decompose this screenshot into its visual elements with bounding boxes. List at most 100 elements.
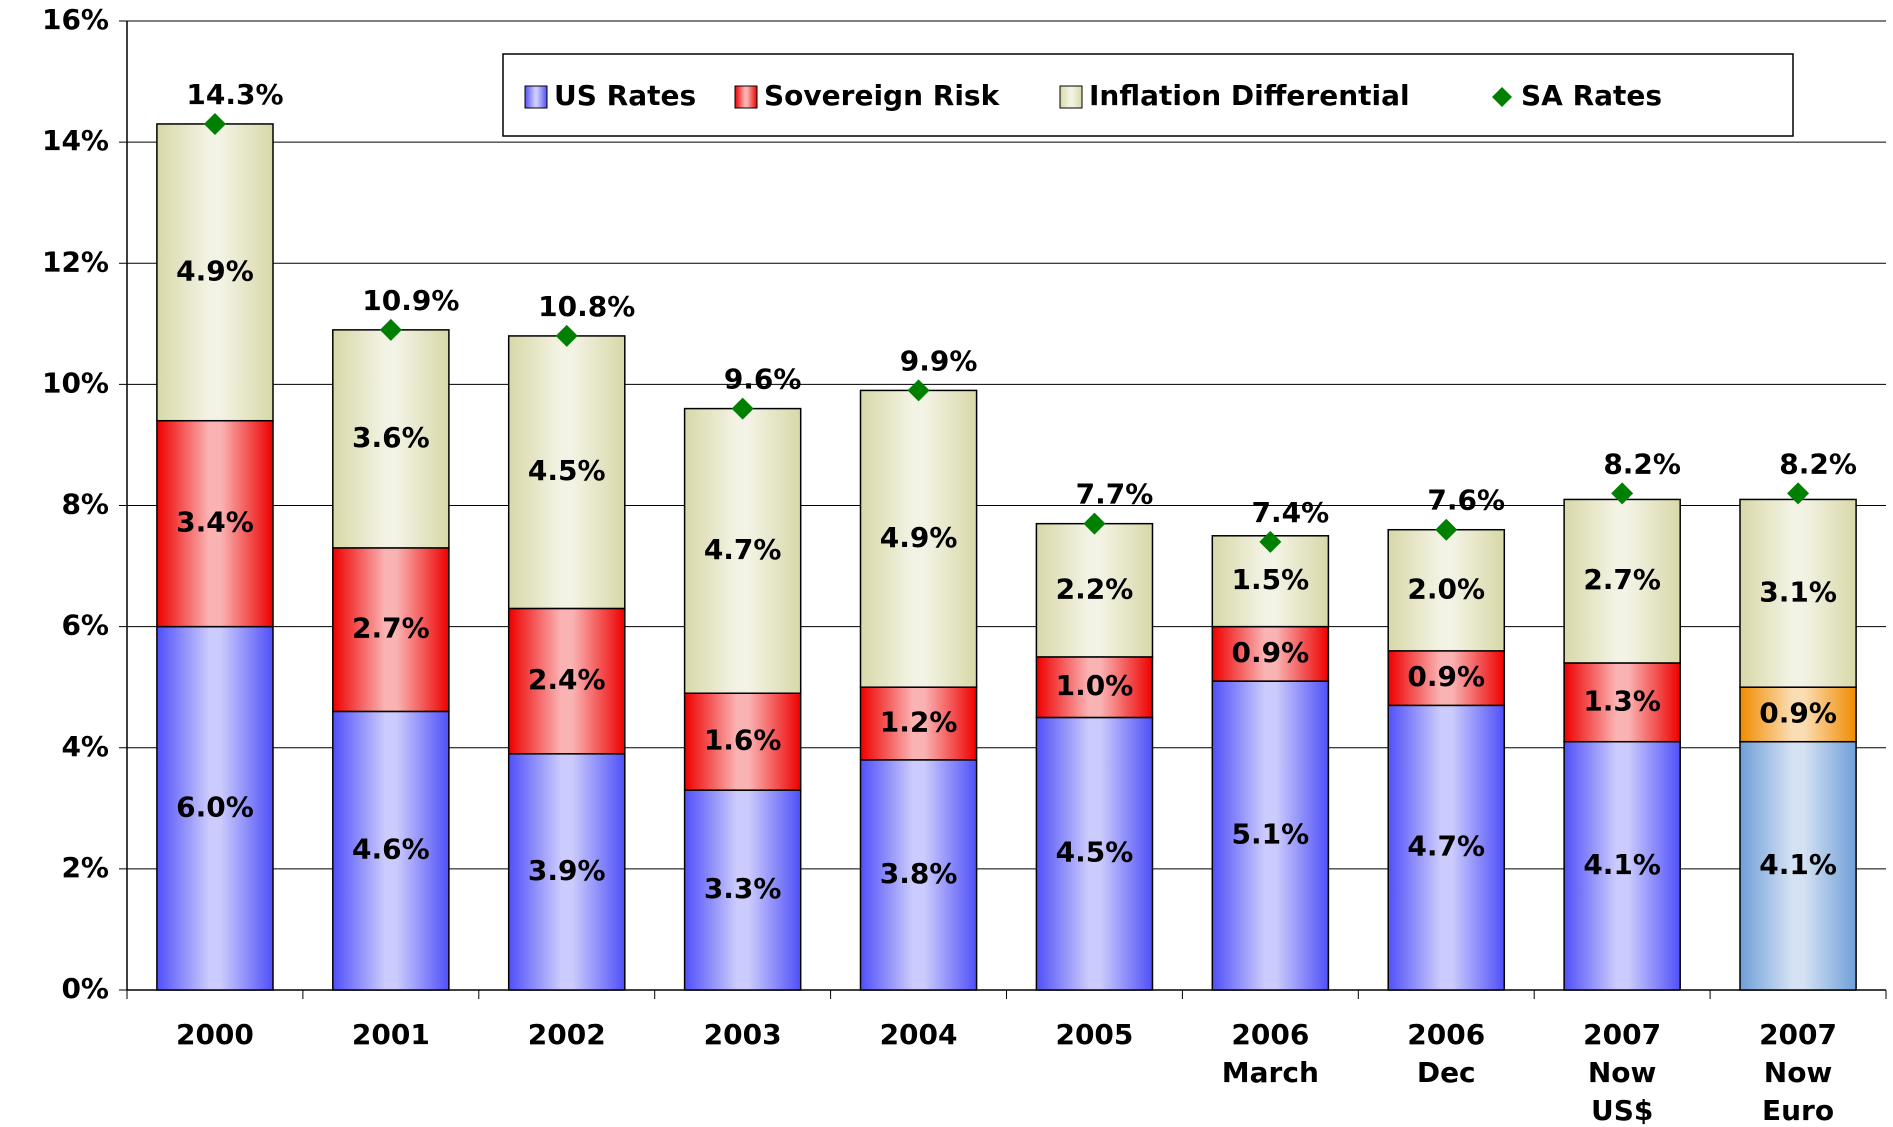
x-tick-label: 2005	[1055, 1018, 1133, 1051]
bar-segment	[332, 329, 450, 549]
value-label: 3.6%	[352, 421, 430, 454]
value-label: 9.6%	[724, 363, 802, 396]
x-tick-label: 2006	[1407, 1018, 1485, 1051]
bar-segment	[156, 419, 274, 628]
y-tick-label: 4%	[61, 730, 109, 763]
value-label: 10.9%	[362, 284, 459, 317]
marker	[1259, 530, 1282, 553]
marker	[555, 324, 578, 347]
bar-segment	[1563, 498, 1681, 664]
legend-label: Inflation Differential	[1089, 79, 1410, 112]
bar-segment	[1739, 740, 1857, 991]
legend-box	[502, 53, 1794, 137]
x-tick-label: 2003	[704, 1018, 782, 1051]
value-label: 2.0%	[1407, 572, 1485, 605]
bar-segment	[1387, 704, 1506, 991]
value-label: 9.9%	[900, 344, 978, 377]
marker	[907, 379, 930, 402]
value-label: 3.9%	[528, 854, 606, 887]
y-tick-label: 14%	[42, 124, 109, 157]
y-tick-label: 8%	[61, 488, 109, 521]
marker	[379, 318, 402, 341]
bar-segment	[1739, 498, 1857, 688]
bar-segment	[859, 686, 978, 761]
bar-segment	[507, 607, 626, 755]
x-tick-label: March	[1222, 1056, 1319, 1089]
x-tick-label: 2004	[880, 1018, 958, 1051]
marker	[1787, 482, 1810, 505]
legend-label: SA Rates	[1521, 79, 1662, 112]
y-tick-label: 6%	[61, 609, 109, 642]
value-label: 2.4%	[528, 663, 606, 696]
legend-swatch	[734, 85, 758, 109]
value-label: 0.9%	[1759, 696, 1837, 729]
value-label: 3.8%	[880, 857, 958, 890]
y-tick-label: 0%	[61, 972, 109, 1005]
legend-marker	[1492, 87, 1512, 107]
legend-swatch	[524, 85, 548, 109]
value-label: 1.2%	[880, 706, 958, 739]
value-label: 4.1%	[1759, 848, 1837, 881]
x-tick-label: 2007	[1583, 1018, 1661, 1051]
x-tick-label: 2001	[352, 1018, 430, 1051]
x-tick-label: 2006	[1231, 1018, 1309, 1051]
value-label: 6.0%	[176, 790, 254, 823]
value-label: 8.2%	[1603, 447, 1681, 480]
value-label: 3.1%	[1759, 575, 1837, 608]
value-label: 4.5%	[1056, 836, 1134, 869]
bar-segment	[683, 789, 802, 991]
bar-segment	[1563, 662, 1681, 743]
y-tick-label: 2%	[61, 851, 109, 884]
value-label: 4.6%	[352, 833, 430, 866]
value-label: 4.9%	[176, 254, 254, 287]
bar-segment	[507, 753, 626, 991]
marker	[731, 397, 754, 420]
value-label: 1.0%	[1056, 669, 1134, 702]
value-label: 1.3%	[1583, 684, 1661, 717]
bar-segment	[507, 335, 626, 610]
value-label: 3.4%	[176, 506, 254, 539]
value-label: 1.5%	[1232, 563, 1310, 596]
bar-segment	[1739, 686, 1857, 743]
marker	[1435, 518, 1458, 541]
value-label: 7.6%	[1427, 484, 1505, 517]
value-label: 7.4%	[1252, 496, 1330, 529]
bar-segment	[332, 547, 450, 713]
bar-segment	[1211, 625, 1330, 682]
bar-segment	[1387, 528, 1506, 652]
bar-segment	[156, 123, 274, 422]
marker	[1083, 512, 1106, 535]
value-label: 2.2%	[1056, 572, 1134, 605]
legend: US Rates Sovereign Risk Inflation Differen…	[502, 53, 1794, 137]
x-tick-label: 2002	[528, 1018, 606, 1051]
bar-segment	[859, 759, 978, 991]
value-label: 14.3%	[186, 78, 283, 111]
value-label: 4.9%	[880, 521, 958, 554]
legend-label: US Rates	[554, 79, 696, 112]
x-tick-label: Dec	[1417, 1056, 1476, 1089]
value-label: 1.6%	[704, 724, 782, 757]
value-label: 2.7%	[352, 612, 430, 645]
marker	[203, 112, 226, 135]
bar-segment	[1035, 716, 1154, 991]
y-tick-label: 16%	[42, 3, 109, 36]
x-tick-label: Now	[1764, 1056, 1833, 1089]
value-label: 2.7%	[1583, 563, 1661, 596]
bar-segment	[1563, 740, 1681, 991]
bar-segment	[1387, 650, 1506, 707]
bar-segment	[332, 710, 450, 991]
y-tick-label: 12%	[42, 245, 109, 278]
value-label: 4.7%	[704, 533, 782, 566]
x-tick-label: Euro	[1762, 1094, 1834, 1127]
value-label: 4.1%	[1583, 848, 1661, 881]
value-label: 4.7%	[1407, 830, 1485, 863]
value-label: 0.9%	[1407, 660, 1485, 693]
value-label: 8.2%	[1779, 447, 1857, 480]
value-label: 4.5%	[528, 454, 606, 487]
value-label: 3.3%	[704, 872, 782, 905]
bar-segment	[859, 389, 978, 688]
bar-segment	[156, 625, 274, 991]
bar-segment	[1035, 656, 1154, 719]
